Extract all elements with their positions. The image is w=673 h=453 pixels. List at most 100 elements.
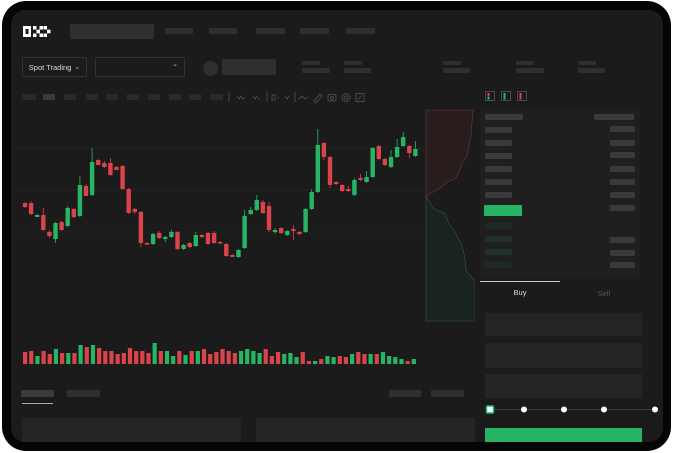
volume-bar bbox=[282, 354, 287, 364]
candle-body bbox=[175, 232, 180, 249]
volume-bar bbox=[275, 352, 281, 364]
volume-bar bbox=[263, 349, 268, 364]
nav-item[interactable] bbox=[209, 28, 237, 34]
volume-bar bbox=[84, 347, 89, 364]
asks-only-icon[interactable] bbox=[517, 91, 527, 101]
settings-icon[interactable] bbox=[341, 93, 351, 102]
volume-bar bbox=[47, 354, 52, 364]
slider-step[interactable] bbox=[652, 406, 658, 413]
nav-item[interactable] bbox=[346, 28, 375, 34]
amount-input[interactable] bbox=[485, 343, 642, 368]
volume-bar bbox=[115, 354, 120, 364]
volume-bar bbox=[220, 349, 225, 364]
slider-step[interactable] bbox=[601, 406, 607, 413]
candle bbox=[272, 228, 278, 234]
pair-name bbox=[222, 59, 276, 75]
slider-handle[interactable] bbox=[485, 405, 495, 414]
tab-buy[interactable]: Buy bbox=[513, 288, 527, 297]
candle bbox=[242, 210, 247, 249]
compare-icon[interactable] bbox=[271, 94, 290, 101]
volume-bar bbox=[356, 352, 361, 364]
chart-type-icon[interactable] bbox=[252, 95, 260, 100]
candle-body bbox=[47, 232, 52, 236]
candle bbox=[413, 141, 418, 157]
candle bbox=[388, 150, 394, 168]
candle-body bbox=[340, 185, 345, 191]
volume-bar bbox=[226, 351, 231, 364]
candle bbox=[96, 159, 101, 165]
bids-only-icon[interactable] bbox=[501, 91, 511, 101]
candle bbox=[175, 231, 180, 250]
candle bbox=[53, 222, 58, 243]
volume-bar bbox=[97, 348, 102, 364]
candle-body bbox=[352, 180, 357, 195]
candle-body bbox=[218, 242, 223, 244]
indicator-icon[interactable] bbox=[236, 95, 246, 100]
candle bbox=[315, 129, 320, 193]
candle bbox=[370, 147, 375, 178]
amount-slider[interactable] bbox=[484, 403, 664, 416]
volume-bar bbox=[269, 356, 274, 364]
candle-body bbox=[150, 234, 156, 244]
candle-body bbox=[169, 232, 174, 237]
candle bbox=[150, 233, 156, 245]
volume-bar bbox=[405, 361, 410, 364]
grid bbox=[15, 147, 425, 233]
nav-item[interactable] bbox=[256, 28, 285, 34]
candle-body bbox=[193, 235, 198, 246]
okx-logo[interactable] bbox=[23, 26, 51, 37]
both-sides-icon[interactable] bbox=[485, 91, 495, 101]
camera-icon[interactable] bbox=[327, 94, 337, 102]
candle-body bbox=[388, 157, 394, 167]
tab-order-history[interactable] bbox=[67, 390, 100, 397]
candle-body bbox=[211, 233, 217, 243]
candle bbox=[205, 232, 211, 245]
pencil-icon[interactable] bbox=[313, 93, 323, 104]
price-input[interactable] bbox=[485, 313, 642, 336]
pair-selector[interactable]: ⌄ bbox=[95, 57, 185, 77]
nav-item[interactable] bbox=[165, 28, 193, 34]
buy-button[interactable] bbox=[485, 428, 642, 442]
depth-asks-area bbox=[425, 109, 475, 197]
orders-panel bbox=[22, 418, 241, 442]
candle bbox=[187, 242, 192, 248]
slider-step[interactable] bbox=[521, 406, 527, 413]
candle bbox=[376, 145, 381, 160]
tab-sell[interactable]: Sell bbox=[597, 289, 611, 298]
line-tool-icon[interactable] bbox=[298, 95, 309, 100]
market-selector[interactable]: Spot Trading ⌄ bbox=[22, 57, 87, 77]
volume-bar bbox=[201, 349, 207, 364]
total-input[interactable] bbox=[485, 374, 642, 398]
candle-body bbox=[224, 244, 229, 256]
candle bbox=[285, 230, 290, 236]
candle-body bbox=[376, 146, 381, 159]
candle bbox=[132, 208, 137, 214]
candle-body bbox=[394, 147, 400, 157]
volume-bar bbox=[399, 359, 404, 364]
volume-bar bbox=[171, 356, 176, 364]
volume-bar bbox=[251, 351, 256, 364]
candle bbox=[193, 232, 198, 247]
slider-step[interactable] bbox=[561, 406, 567, 413]
fullscreen-icon[interactable] bbox=[355, 93, 365, 102]
volume-bar bbox=[146, 353, 151, 364]
candle bbox=[248, 207, 253, 215]
price-chart[interactable] bbox=[15, 106, 475, 371]
candle bbox=[309, 189, 314, 210]
candle bbox=[407, 145, 412, 158]
filter-button[interactable] bbox=[389, 390, 421, 397]
volume-bar bbox=[306, 361, 312, 364]
candle-body bbox=[297, 232, 302, 234]
candle bbox=[327, 156, 333, 188]
volume-bar bbox=[325, 356, 330, 364]
search-bar[interactable] bbox=[70, 24, 154, 39]
filter-button[interactable] bbox=[431, 390, 464, 397]
candle bbox=[254, 195, 259, 211]
volume-bar bbox=[60, 353, 65, 364]
volume-bar bbox=[183, 355, 188, 364]
candle bbox=[22, 202, 28, 208]
tab-open-orders[interactable] bbox=[21, 390, 54, 397]
nav-item[interactable] bbox=[300, 28, 329, 34]
volume-bar bbox=[380, 352, 386, 364]
candle bbox=[401, 132, 406, 147]
